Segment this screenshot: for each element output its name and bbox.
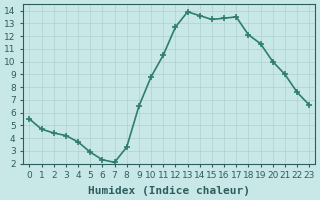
X-axis label: Humidex (Indice chaleur): Humidex (Indice chaleur)	[88, 186, 250, 196]
